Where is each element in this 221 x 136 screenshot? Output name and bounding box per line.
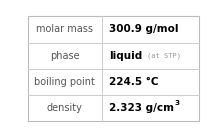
Text: (at STP): (at STP) <box>147 52 181 59</box>
Text: liquid: liquid <box>109 51 142 61</box>
Text: 3: 3 <box>175 100 180 106</box>
Text: boiling point: boiling point <box>34 77 95 87</box>
Text: density: density <box>47 103 83 113</box>
Text: 300.9 g/mol: 300.9 g/mol <box>109 24 179 34</box>
Text: phase: phase <box>50 51 80 61</box>
Text: 2.323 g/cm: 2.323 g/cm <box>109 103 174 113</box>
Text: 224.5 °C: 224.5 °C <box>109 77 158 87</box>
Text: molar mass: molar mass <box>36 24 93 34</box>
